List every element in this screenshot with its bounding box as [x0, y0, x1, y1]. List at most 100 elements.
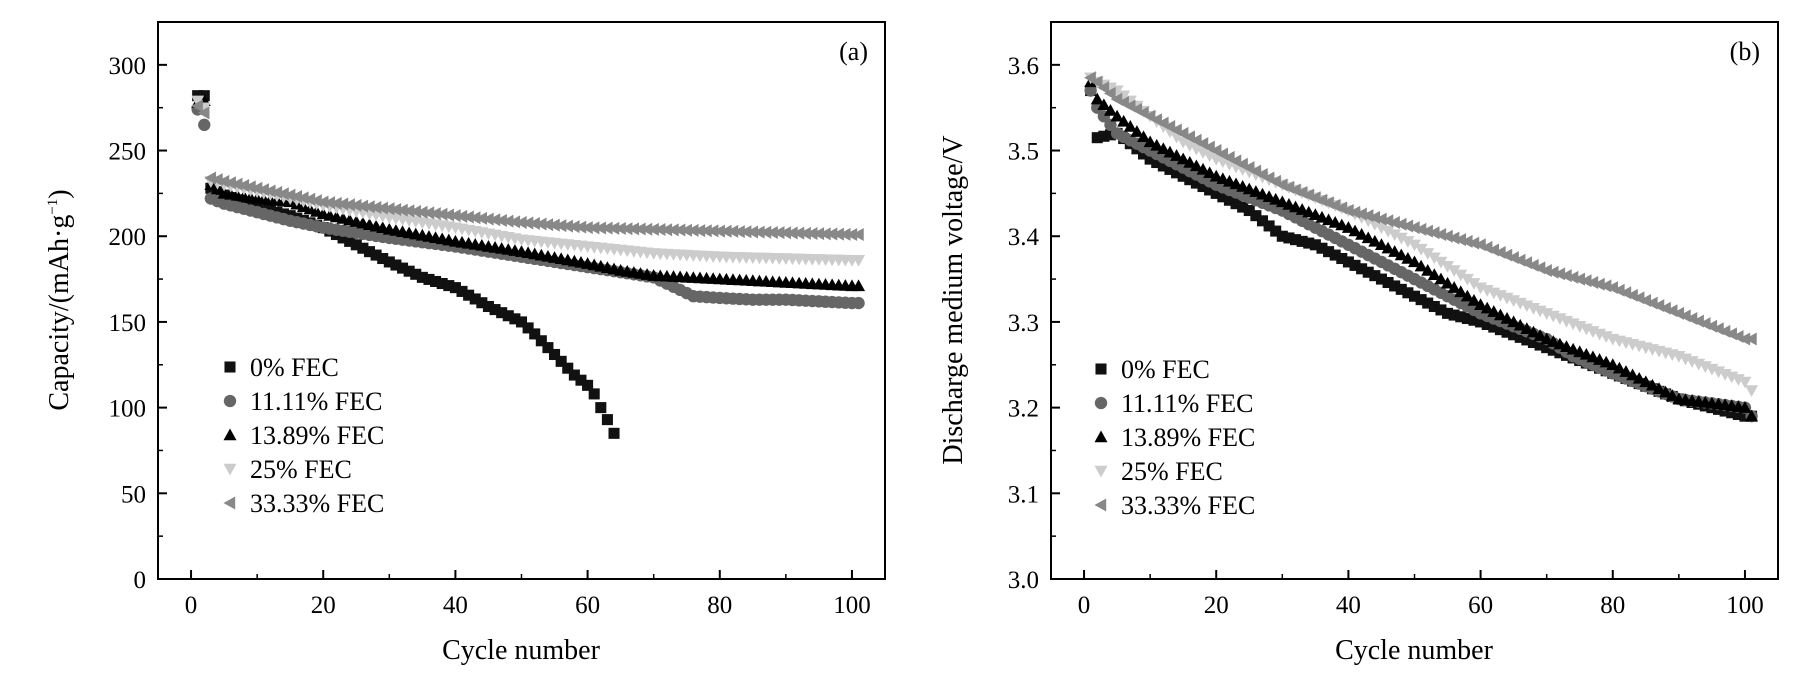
data-point [191, 99, 203, 113]
data-point [1163, 145, 1177, 158]
data-point [197, 106, 210, 120]
data-point [1276, 230, 1288, 242]
data-point [1547, 344, 1559, 356]
data-point [337, 232, 349, 244]
data-point [1394, 217, 1407, 231]
data-point [323, 196, 336, 210]
data-point [1726, 407, 1738, 419]
data-point [350, 239, 362, 251]
data-point [198, 118, 211, 132]
data-point [1533, 329, 1547, 341]
data-point [1435, 304, 1447, 316]
data-point [1368, 234, 1382, 247]
data-point [1130, 125, 1144, 137]
data-point [448, 209, 461, 223]
data-point [290, 189, 302, 203]
data-point [1342, 256, 1354, 268]
data-point [1441, 276, 1455, 289]
data-point [1745, 385, 1759, 397]
data-point [1427, 268, 1441, 280]
data-point [595, 402, 607, 414]
data-point [1210, 187, 1222, 199]
data-point [640, 222, 653, 236]
data-point [1374, 238, 1388, 250]
data-point [660, 223, 673, 237]
legend-label: 13.89% FEC [1121, 423, 1255, 452]
y-tick-label: 3.1 [1008, 481, 1039, 508]
data-point [739, 225, 752, 239]
data-point [693, 224, 706, 238]
data-point [296, 191, 309, 205]
data-point [594, 221, 607, 235]
data-point [1513, 318, 1527, 331]
data-point [329, 196, 342, 210]
data-point [1421, 248, 1435, 260]
data-point [482, 300, 494, 313]
data-point [509, 313, 521, 325]
data-point [1573, 272, 1585, 286]
series [191, 99, 864, 242]
data-point [562, 362, 574, 374]
data-point [627, 222, 640, 236]
legend-marker [1094, 430, 1108, 443]
data-point [719, 224, 732, 238]
data-point [1454, 269, 1468, 282]
x-tick-label: 60 [575, 592, 600, 619]
data-point [515, 216, 527, 230]
data-point [812, 227, 825, 241]
data-point [443, 280, 455, 292]
data-point [1639, 375, 1653, 388]
data-point [752, 225, 765, 239]
data-point [376, 201, 388, 215]
data-point [845, 228, 858, 242]
data-point [410, 268, 422, 280]
y-tick-label: 3.5 [1008, 139, 1039, 166]
x-tick-label: 40 [443, 592, 468, 619]
data-point [1414, 243, 1428, 256]
data-point [541, 218, 554, 232]
data-point [746, 225, 759, 239]
data-point [633, 222, 646, 236]
data-point [1388, 216, 1400, 230]
y-tick-label: 250 [109, 139, 147, 166]
data-point [1250, 210, 1262, 222]
data-point [495, 213, 507, 227]
data-point [390, 259, 402, 271]
data-point [1368, 210, 1381, 224]
data-point [1361, 231, 1375, 244]
data-point [600, 221, 613, 235]
data-point [1090, 92, 1104, 105]
data-point [349, 198, 362, 212]
x-axis-label: Cycle number [442, 635, 601, 666]
data-point [1110, 109, 1124, 122]
legend-marker [1095, 363, 1107, 375]
data-point [508, 215, 521, 229]
data-point [567, 220, 580, 234]
data-point [1508, 329, 1520, 341]
data-point [1441, 261, 1455, 273]
data-point [238, 196, 250, 208]
legend-marker [224, 361, 236, 373]
data-point [1144, 153, 1156, 165]
data-point [1361, 209, 1374, 223]
legend-label: 33.33% FEC [250, 489, 384, 518]
data-point [1237, 201, 1249, 213]
y-tick-label: 3.2 [1008, 396, 1039, 423]
data-point [1739, 410, 1751, 422]
data-point [363, 246, 376, 258]
data-point [1098, 130, 1110, 142]
legend-label: 0% FEC [1121, 355, 1210, 384]
data-point [561, 219, 573, 233]
data-point [191, 95, 205, 108]
legend-label: 13.89% FEC [250, 421, 384, 450]
data-point [1447, 281, 1461, 293]
data-point [310, 194, 322, 208]
data-point [377, 252, 389, 265]
data-point [423, 273, 435, 285]
data-point [852, 279, 866, 292]
data-point [1309, 239, 1321, 251]
data-point [389, 202, 402, 216]
data-point [1488, 321, 1500, 333]
data-point [799, 226, 811, 240]
data-point [1447, 231, 1460, 245]
